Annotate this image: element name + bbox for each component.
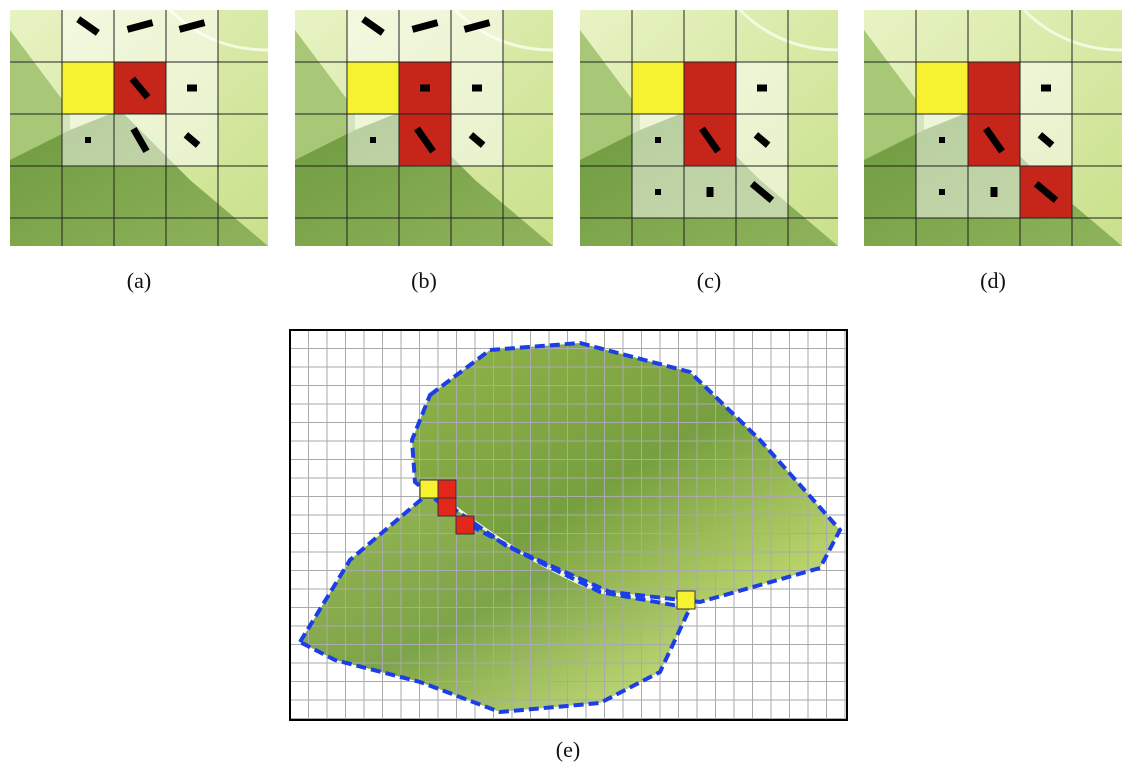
cell [62, 62, 114, 114]
panel-e [290, 330, 847, 720]
orientation-dash [420, 85, 430, 92]
caption: (b) [411, 268, 437, 293]
orientation-dash [707, 187, 714, 197]
orientation-dash [991, 187, 998, 197]
caption: (a) [127, 268, 151, 293]
orientation-dash [655, 189, 661, 195]
cell [438, 480, 456, 498]
caption: (c) [697, 268, 721, 293]
cell [166, 10, 218, 62]
panels [10, 10, 1122, 246]
cell [916, 62, 968, 114]
orientation-dash [85, 137, 91, 143]
cell [968, 62, 1020, 114]
orientation-dash [472, 85, 482, 92]
figure: (a) (b) (c) (d) (e) [0, 0, 1122, 769]
figure-canvas: (a) (b) (c) (d) (e) [0, 0, 1122, 769]
orientation-dash [1041, 85, 1051, 92]
sub-panel [580, 10, 838, 246]
orientation-dash [187, 85, 197, 92]
cell [451, 10, 503, 62]
orientation-dash [757, 85, 767, 92]
cell [347, 10, 399, 62]
cell [438, 498, 456, 516]
cell [456, 516, 474, 534]
caption: (e) [556, 737, 580, 762]
cell [347, 62, 399, 114]
sub-panel [295, 10, 553, 246]
orientation-dash [939, 137, 945, 143]
orientation-dash [939, 189, 945, 195]
cell [62, 10, 114, 62]
sub-panel [10, 10, 268, 246]
cell [677, 591, 695, 609]
caption: (d) [980, 268, 1006, 293]
orientation-dash [370, 137, 376, 143]
cell [399, 10, 451, 62]
orientation-dash [655, 137, 661, 143]
sub-panel [864, 10, 1122, 246]
cell [684, 62, 736, 114]
cell [114, 10, 166, 62]
cell [632, 62, 684, 114]
cell [420, 480, 438, 498]
